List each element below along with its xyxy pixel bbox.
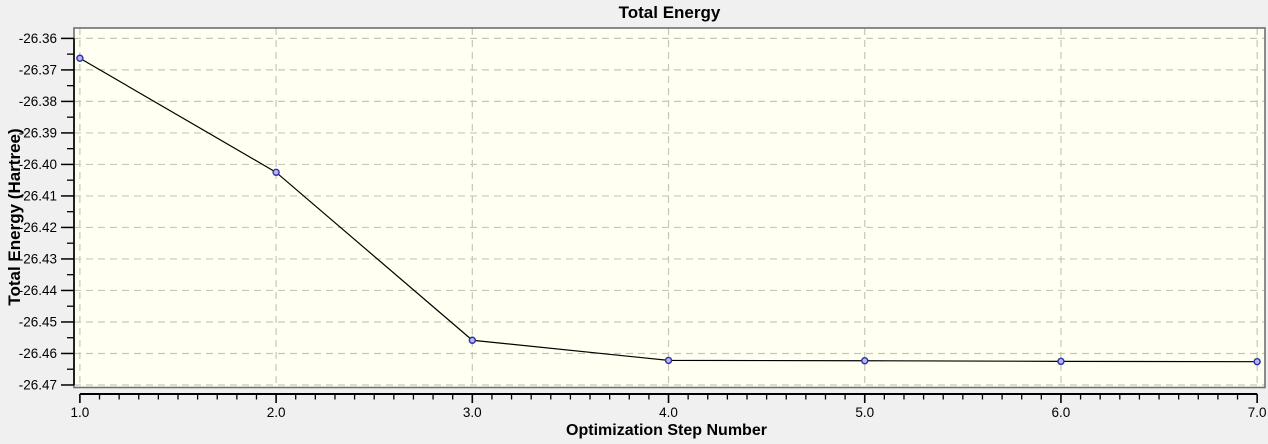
y-tick-label: -26.46 — [19, 346, 57, 361]
data-point-marker — [664, 356, 673, 365]
y-tick-label: -26.38 — [19, 94, 57, 109]
y-tick-label: -26.36 — [19, 31, 57, 46]
data-point-marker — [1057, 357, 1065, 366]
x-tick-label: 7.0 — [1248, 405, 1267, 420]
y-tick-label: -26.37 — [19, 62, 57, 77]
y-tick-label: -26.43 — [19, 251, 57, 266]
data-point-marker — [76, 54, 84, 62]
data-point-marker — [861, 357, 869, 365]
x-tick-label: 3.0 — [463, 405, 482, 420]
x-tick-label: 5.0 — [855, 405, 874, 420]
y-tick-label: -26.41 — [19, 188, 57, 203]
data-point-marker — [468, 336, 477, 344]
y-tick-label: -26.45 — [19, 314, 57, 329]
x-tick-label: 6.0 — [1052, 405, 1071, 420]
y-tick-label: -26.42 — [19, 220, 57, 235]
y-tick-label: -26.47 — [19, 377, 57, 392]
y-tick-label: -26.40 — [19, 157, 57, 172]
data-point-marker — [272, 168, 280, 177]
x-tick-label: 1.0 — [70, 405, 89, 420]
y-tick-label: -26.44 — [19, 283, 58, 298]
y-tick-label: -26.39 — [19, 125, 57, 140]
plot-background — [74, 28, 1265, 388]
x-tick-label: 2.0 — [267, 405, 286, 420]
chart-title: Total Energy — [618, 3, 721, 22]
x-axis-label: Optimization Step Number — [566, 422, 767, 439]
data-point-marker — [1253, 357, 1261, 366]
x-tick-label: 4.0 — [659, 405, 678, 420]
